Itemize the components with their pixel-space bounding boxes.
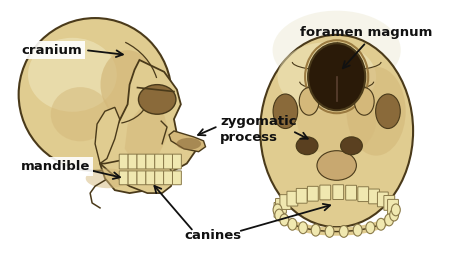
Ellipse shape — [135, 82, 164, 127]
FancyBboxPatch shape — [274, 203, 285, 217]
Ellipse shape — [299, 88, 319, 115]
FancyBboxPatch shape — [119, 171, 128, 185]
Ellipse shape — [377, 218, 385, 230]
FancyBboxPatch shape — [358, 187, 369, 202]
Polygon shape — [95, 107, 120, 163]
Ellipse shape — [325, 226, 334, 237]
Ellipse shape — [280, 214, 289, 226]
Ellipse shape — [308, 43, 365, 110]
FancyBboxPatch shape — [275, 198, 286, 213]
Ellipse shape — [385, 214, 393, 226]
FancyBboxPatch shape — [172, 154, 181, 169]
Ellipse shape — [273, 11, 401, 90]
FancyBboxPatch shape — [164, 171, 172, 185]
Ellipse shape — [86, 168, 130, 188]
Ellipse shape — [278, 42, 376, 111]
Text: zygomatic
process: zygomatic process — [220, 114, 297, 143]
Ellipse shape — [339, 226, 348, 237]
Ellipse shape — [176, 138, 201, 150]
FancyBboxPatch shape — [320, 185, 331, 200]
FancyBboxPatch shape — [296, 189, 307, 203]
Polygon shape — [100, 159, 174, 193]
Ellipse shape — [297, 87, 376, 156]
Ellipse shape — [355, 88, 374, 115]
Ellipse shape — [288, 218, 297, 230]
Polygon shape — [169, 131, 206, 152]
Ellipse shape — [28, 38, 117, 112]
Ellipse shape — [317, 151, 356, 180]
Ellipse shape — [390, 209, 399, 221]
FancyBboxPatch shape — [128, 154, 137, 169]
Ellipse shape — [392, 204, 400, 216]
FancyBboxPatch shape — [346, 185, 356, 200]
Ellipse shape — [353, 224, 362, 236]
Ellipse shape — [341, 137, 362, 155]
FancyBboxPatch shape — [155, 154, 164, 169]
FancyBboxPatch shape — [155, 171, 164, 185]
Text: foramen magnum: foramen magnum — [300, 26, 432, 39]
FancyBboxPatch shape — [378, 192, 388, 207]
FancyBboxPatch shape — [146, 154, 155, 169]
Ellipse shape — [260, 35, 413, 227]
Ellipse shape — [346, 67, 406, 156]
FancyBboxPatch shape — [146, 171, 155, 185]
FancyBboxPatch shape — [119, 154, 128, 169]
Text: mandible: mandible — [21, 160, 90, 173]
FancyBboxPatch shape — [387, 199, 398, 214]
Text: cranium: cranium — [21, 44, 82, 57]
FancyBboxPatch shape — [137, 154, 146, 169]
FancyBboxPatch shape — [384, 196, 395, 210]
Ellipse shape — [296, 137, 318, 155]
FancyBboxPatch shape — [128, 171, 137, 185]
Ellipse shape — [139, 85, 176, 114]
Polygon shape — [100, 60, 196, 193]
Polygon shape — [125, 104, 169, 167]
FancyBboxPatch shape — [280, 195, 291, 210]
Ellipse shape — [299, 222, 307, 234]
Ellipse shape — [100, 50, 155, 119]
FancyBboxPatch shape — [307, 186, 318, 201]
Ellipse shape — [311, 224, 320, 236]
FancyBboxPatch shape — [333, 185, 344, 199]
Ellipse shape — [273, 94, 298, 128]
FancyBboxPatch shape — [287, 191, 298, 206]
Ellipse shape — [366, 222, 375, 234]
Ellipse shape — [376, 94, 400, 128]
Ellipse shape — [273, 204, 282, 216]
FancyBboxPatch shape — [172, 171, 181, 185]
FancyBboxPatch shape — [164, 154, 172, 169]
Ellipse shape — [275, 209, 284, 221]
FancyBboxPatch shape — [137, 171, 146, 185]
Ellipse shape — [51, 87, 110, 141]
Ellipse shape — [18, 18, 171, 171]
FancyBboxPatch shape — [369, 189, 379, 204]
Text: canines: canines — [185, 229, 242, 242]
